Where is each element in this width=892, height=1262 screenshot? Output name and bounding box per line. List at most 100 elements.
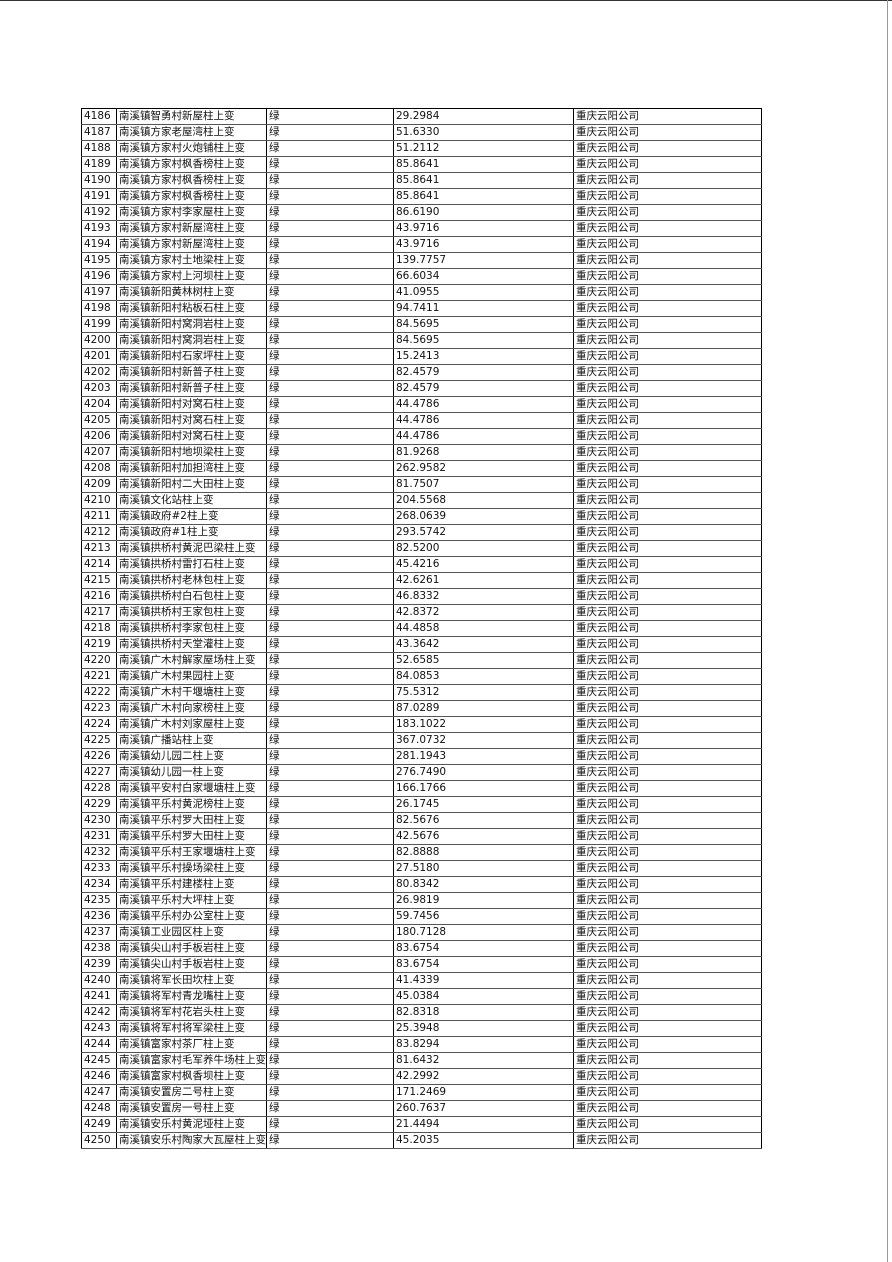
transformer-name-cell: 南溪镇广播站柱上变 [116,732,267,749]
transformer-name-cell: 南溪镇将军村将军梁柱上变 [116,1020,267,1037]
value-cell: 41.0955 [393,284,574,301]
color-label-cell: 绿 [266,236,394,253]
color-label-cell: 绿 [266,588,394,605]
transformer-name-cell: 南溪镇平乐村办公室柱上变 [116,908,267,925]
value-cell: 42.8372 [393,604,574,621]
company-cell: 重庆云阳公司 [573,620,762,637]
color-label-cell: 绿 [266,1100,394,1117]
table-row: 4192 南溪镇方家村李家屋柱上变绿 86.6190 重庆云阳公司 [81,204,762,221]
color-label-cell: 绿 [266,876,394,893]
table-row: 4226 南溪镇幼儿园二柱上变绿 281.1943 重庆云阳公司 [81,748,762,765]
table-row: 4244 南溪镇富家村茶厂柱上变绿 83.8294 重庆云阳公司 [81,1036,762,1053]
transformer-name-cell: 南溪镇文化站柱上变 [116,492,267,509]
table-row: 4224 南溪镇广木村刘家屋柱上变绿 183.1022 重庆云阳公司 [81,716,762,733]
value-cell: 166.1766 [393,780,574,797]
value-cell: 85.8641 [393,156,574,173]
value-cell: 171.2469 [393,1084,574,1101]
table-row: 4190 南溪镇方家村枫香榜柱上变绿 85.8641 重庆云阳公司 [81,172,762,189]
transformer-name-cell: 南溪镇新阳村二大田柱上变 [116,476,267,493]
color-label-cell: 绿 [266,364,394,381]
company-cell: 重庆云阳公司 [573,476,762,493]
transformer-name-cell: 南溪镇方家村新屋湾柱上变 [116,236,267,253]
value-cell: 293.5742 [393,524,574,541]
row-id-cell: 4246 [81,1068,117,1085]
company-cell: 重庆云阳公司 [573,764,762,781]
table-row: 4196 南溪镇方家村上河坝柱上变绿 66.6034 重庆云阳公司 [81,268,762,285]
color-label-cell: 绿 [266,828,394,845]
transformer-name-cell: 南溪镇将军长田坎柱上变 [116,972,267,989]
color-label-cell: 绿 [266,892,394,909]
value-cell: 21.4494 [393,1116,574,1133]
color-label-cell: 绿 [266,140,394,157]
color-label-cell: 绿 [266,156,394,173]
value-cell: 82.5676 [393,812,574,829]
color-label-cell: 绿 [266,1068,394,1085]
company-cell: 重庆云阳公司 [573,1100,762,1117]
transformer-name-cell: 南溪镇方家村新屋湾柱上变 [116,220,267,237]
transformer-name-cell: 南溪镇新阳村地坝梁柱上变 [116,444,267,461]
color-label-cell: 绿 [266,1132,394,1149]
row-id-cell: 4225 [81,732,117,749]
company-cell: 重庆云阳公司 [573,316,762,333]
transformer-name-cell: 南溪镇幼儿园二柱上变 [116,748,267,765]
company-cell: 重庆云阳公司 [573,988,762,1005]
color-label-cell: 绿 [266,252,394,269]
color-label-cell: 绿 [266,1052,394,1069]
company-cell: 重庆云阳公司 [573,236,762,253]
value-cell: 85.8641 [393,172,574,189]
table-row: 4227 南溪镇幼儿园一柱上变绿 276.7490 重庆云阳公司 [81,764,762,781]
transformer-name-cell: 南溪镇安置房二号柱上变 [116,1084,267,1101]
company-cell: 重庆云阳公司 [573,508,762,525]
color-label-cell: 绿 [266,476,394,493]
page-top-border [0,0,892,1]
table-row: 4210 南溪镇文化站柱上变绿 204.5568 重庆云阳公司 [81,492,762,509]
row-id-cell: 4239 [81,956,117,973]
color-label-cell: 绿 [266,796,394,813]
value-cell: 81.6432 [393,1052,574,1069]
color-label-cell: 绿 [266,444,394,461]
value-cell: 204.5568 [393,492,574,509]
company-cell: 重庆云阳公司 [573,700,762,717]
color-label-cell: 绿 [266,188,394,205]
company-cell: 重庆云阳公司 [573,1004,762,1021]
color-label-cell: 绿 [266,812,394,829]
value-cell: 82.8318 [393,1004,574,1021]
value-cell: 84.5695 [393,332,574,349]
company-cell: 重庆云阳公司 [573,876,762,893]
value-cell: 83.8294 [393,1036,574,1053]
row-id-cell: 4229 [81,796,117,813]
transformer-name-cell: 南溪镇方家村枫香榜柱上变 [116,172,267,189]
color-label-cell: 绿 [266,380,394,397]
value-cell: 82.8888 [393,844,574,861]
color-label-cell: 绿 [266,988,394,1005]
transformer-name-cell: 南溪镇广木村向家榜柱上变 [116,700,267,717]
row-id-cell: 4200 [81,332,117,349]
value-cell: 43.9716 [393,220,574,237]
row-id-cell: 4190 [81,172,117,189]
value-cell: 45.0384 [393,988,574,1005]
value-cell: 51.6330 [393,124,574,141]
value-cell: 262.9582 [393,460,574,477]
table-row: 4231 南溪镇平乐村罗大田柱上变绿 42.5676 重庆云阳公司 [81,828,762,845]
row-id-cell: 4222 [81,684,117,701]
row-id-cell: 4241 [81,988,117,1005]
transformer-name-cell: 南溪镇新阳村粘板石柱上变 [116,300,267,317]
table-row: 4213 南溪镇拱桥村黄泥巴梁柱上变绿 82.5200 重庆云阳公司 [81,540,762,557]
table-row: 4234 南溪镇平乐村建楼柱上变绿 80.8342 重庆云阳公司 [81,876,762,893]
value-cell: 80.8342 [393,876,574,893]
table-row: 4195 南溪镇方家村土地梁柱上变绿 139.7757 重庆云阳公司 [81,252,762,269]
row-id-cell: 4209 [81,476,117,493]
row-id-cell: 4213 [81,540,117,557]
row-id-cell: 4212 [81,524,117,541]
color-label-cell: 绿 [266,764,394,781]
color-label-cell: 绿 [266,508,394,525]
transformer-name-cell: 南溪镇新阳村对窝石柱上变 [116,428,267,445]
row-id-cell: 4205 [81,412,117,429]
transformer-name-cell: 南溪镇新阳村新普子柱上变 [116,380,267,397]
company-cell: 重庆云阳公司 [573,492,762,509]
transformer-name-cell: 南溪镇拱桥村王家包柱上变 [116,604,267,621]
company-cell: 重庆云阳公司 [573,812,762,829]
company-cell: 重庆云阳公司 [573,380,762,397]
row-id-cell: 4232 [81,844,117,861]
row-id-cell: 4228 [81,780,117,797]
